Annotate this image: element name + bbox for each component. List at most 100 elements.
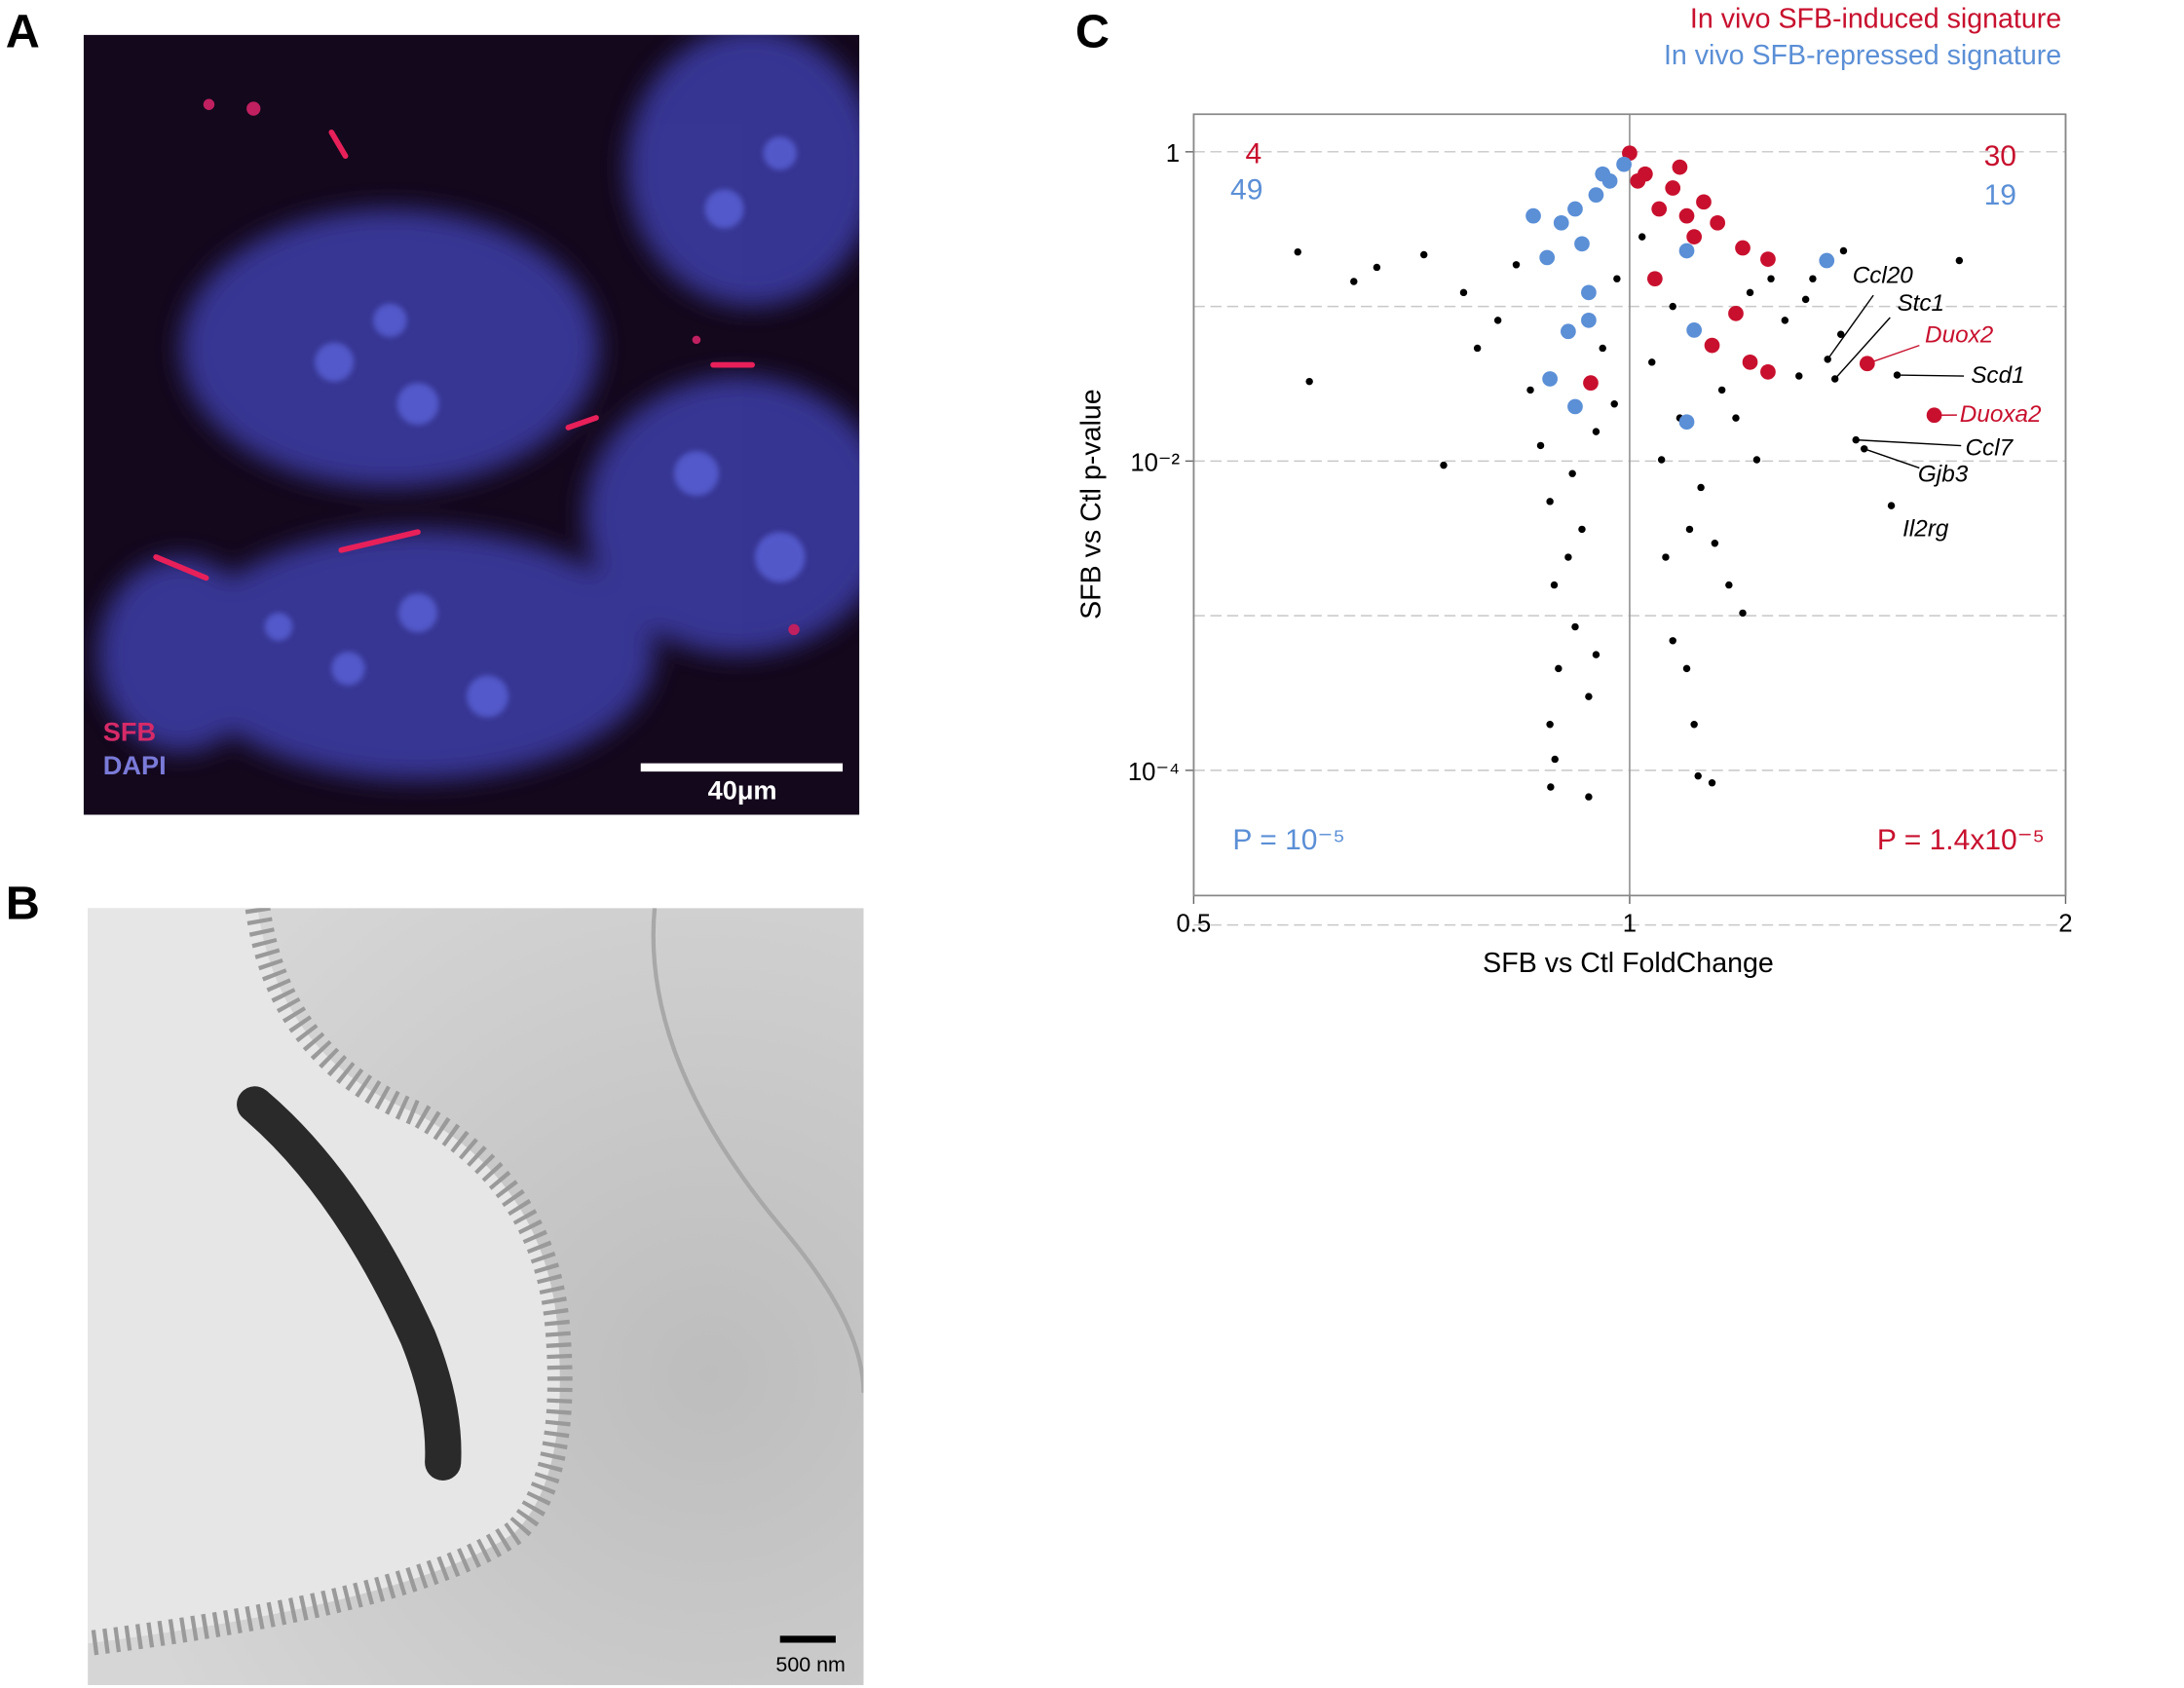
point — [1704, 337, 1720, 354]
point — [1742, 354, 1758, 370]
point — [1539, 249, 1556, 266]
annotated-point — [1926, 407, 1942, 424]
point — [1542, 371, 1558, 387]
point — [1459, 288, 1468, 297]
point — [1678, 243, 1695, 259]
point — [1767, 275, 1775, 282]
point — [1419, 250, 1428, 259]
leader-line — [1866, 344, 1920, 364]
count: 49 — [1230, 173, 1262, 206]
point — [1781, 317, 1789, 324]
gene-label: Ccl7 — [1966, 435, 2015, 462]
gene-label: Gjb3 — [1918, 462, 1969, 488]
point — [1592, 651, 1600, 658]
point — [1955, 256, 1964, 265]
leader-line — [1864, 448, 1920, 469]
point — [1739, 609, 1747, 618]
gene-label: Stc1 — [1897, 290, 1944, 317]
point — [1746, 288, 1754, 297]
em-image — [88, 908, 864, 1686]
point — [1685, 525, 1694, 534]
point — [1669, 637, 1676, 645]
point — [1795, 372, 1803, 380]
point — [1578, 525, 1586, 534]
annotated-point — [1859, 356, 1875, 372]
point — [1801, 295, 1810, 304]
point — [1599, 344, 1606, 353]
point — [1686, 322, 1703, 338]
gene-label: Duox2 — [1925, 322, 1994, 349]
point — [1551, 755, 1559, 764]
annotated-point — [1830, 375, 1839, 383]
point — [1512, 261, 1521, 269]
point — [1585, 693, 1593, 700]
scale-bar-label: 500 nm — [775, 1653, 846, 1676]
point — [1657, 456, 1666, 464]
legend-sfb: SFB — [103, 717, 156, 747]
point — [1638, 233, 1646, 241]
point — [1585, 793, 1593, 801]
legend-entry: In vivo SFB-induced signature — [1690, 4, 2061, 35]
point — [1696, 194, 1712, 210]
p-label: P = 1.4x10⁻⁵ — [1877, 824, 2045, 856]
point — [1553, 214, 1569, 231]
legend-entry: In vivo SFB-repressed signature — [1664, 40, 2061, 71]
point — [1616, 156, 1632, 172]
point — [1294, 247, 1301, 256]
point — [1648, 358, 1656, 366]
leader-line — [1856, 438, 1962, 447]
count: 19 — [1984, 179, 2016, 211]
point — [1564, 553, 1572, 561]
point — [1373, 263, 1381, 272]
panel-label: B — [6, 878, 40, 930]
point — [1732, 414, 1740, 422]
point — [1350, 278, 1358, 285]
panel-label: A — [6, 6, 40, 58]
point — [1819, 252, 1835, 269]
point — [1760, 363, 1776, 380]
y-tick-label: 10⁻² — [1130, 449, 1180, 476]
point — [1568, 469, 1576, 477]
point — [1440, 461, 1448, 469]
point — [1546, 721, 1554, 729]
point — [1561, 323, 1576, 340]
point — [1567, 201, 1583, 217]
point — [1592, 428, 1600, 435]
point — [1493, 317, 1502, 324]
legend-dapi: DAPI — [103, 750, 167, 780]
x-tick-label: 1 — [1623, 911, 1637, 938]
x-tick-label: 0.5 — [1176, 911, 1211, 938]
point — [1567, 398, 1583, 415]
point — [1651, 201, 1668, 217]
point — [1839, 246, 1848, 255]
point — [1583, 375, 1599, 392]
plot-frame — [1192, 113, 2067, 897]
leader-line — [1897, 374, 1965, 377]
count: 4 — [1246, 137, 1262, 169]
point — [1647, 271, 1663, 287]
point — [1473, 344, 1482, 353]
annotated-point — [1824, 356, 1831, 363]
panel-label: C — [1075, 6, 1110, 58]
gene-label: Scd1 — [1971, 362, 2024, 389]
gene-label: Duoxa2 — [1960, 401, 2042, 428]
point — [1610, 400, 1618, 408]
point — [1760, 251, 1776, 267]
point — [1678, 207, 1695, 224]
annotated-point — [1893, 371, 1902, 379]
point — [1581, 284, 1597, 301]
point — [1588, 187, 1604, 204]
point — [1710, 214, 1726, 231]
point — [1555, 664, 1563, 673]
point — [1630, 172, 1646, 189]
point — [1708, 778, 1716, 787]
point — [1305, 377, 1313, 386]
gene-label: Il2rg — [1902, 516, 1949, 543]
point — [1581, 313, 1597, 328]
point — [1686, 229, 1703, 244]
y-tick-label: 10⁻⁴ — [1128, 759, 1180, 786]
point — [1571, 622, 1579, 631]
